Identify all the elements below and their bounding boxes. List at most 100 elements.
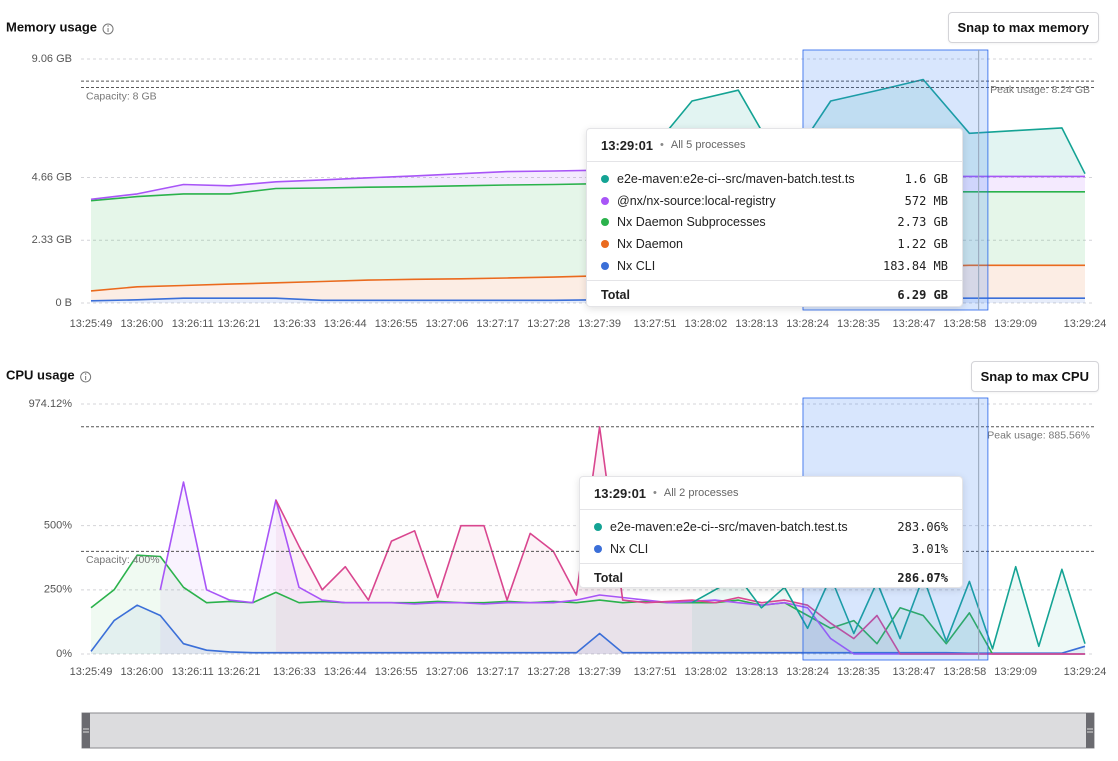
snap-button[interactable]: Snap to max memory <box>948 12 1100 43</box>
process-name: e2e-maven:e2e-ci--src/maven-batch.test.t… <box>617 172 855 186</box>
x-tick-label: 13:26:44 <box>324 666 367 678</box>
x-tick-label: 13:26:33 <box>273 666 316 678</box>
separator: • <box>660 139 664 151</box>
tooltip-subtitle: All 2 processes <box>664 487 739 499</box>
x-tick-label: 13:27:06 <box>426 318 469 330</box>
reference-label: Capacity: 400% <box>86 554 160 566</box>
info-icon-dot <box>107 25 108 26</box>
legend-dot <box>601 197 609 205</box>
tooltip-time: 13:29:01 <box>594 486 646 501</box>
tooltip: 13:29:01 • All 2 processes e2e-maven:e2e-ci… <box>579 476 963 588</box>
process-value: 3.01% <box>912 542 948 556</box>
process-value: 283.06% <box>897 520 948 534</box>
process-value: 1.6 GB <box>905 172 948 186</box>
total-label: Total <box>601 288 630 302</box>
x-tick-label: 13:28:35 <box>837 666 880 678</box>
snap-button[interactable]: Snap to max CPU <box>971 361 1099 392</box>
y-tick-label: 9.06 GB <box>32 53 72 65</box>
tooltip-header: 13:29:01 • All 5 processes <box>587 129 962 162</box>
legend-dot <box>601 218 609 226</box>
process-name: Nx CLI <box>610 542 648 556</box>
x-tick-label: 13:25:49 <box>70 666 113 678</box>
reference-label: Capacity: 8 GB <box>86 90 157 102</box>
y-tick-label: 500% <box>44 520 72 532</box>
scroller-handle[interactable] <box>82 713 90 748</box>
x-tick-label: 13:26:11 <box>172 318 214 330</box>
total-value: 6.29 GB <box>897 288 948 302</box>
range-scroller[interactable] <box>82 713 1094 748</box>
reference-label: Peak usage: 8.24 GB <box>990 84 1090 96</box>
tooltip-total: Total286.07% <box>580 563 962 592</box>
x-tick-label: 13:26:33 <box>273 318 316 330</box>
process-name: @nx/nx-source:local-registry <box>617 194 776 208</box>
x-tick-label: 13:27:39 <box>578 666 621 678</box>
tooltip-subtitle: All 5 processes <box>671 139 746 151</box>
process-name: Nx Daemon Subprocesses <box>617 215 766 229</box>
tooltip: 13:29:01 • All 5 processes e2e-maven:e2e-ci… <box>586 128 963 307</box>
x-tick-label: 13:29:09 <box>994 318 1037 330</box>
y-tick-label: 974.12% <box>29 398 73 410</box>
x-tick-label: 13:27:06 <box>426 666 469 678</box>
process-name: e2e-maven:e2e-ci--src/maven-batch.test.t… <box>610 520 848 534</box>
y-tick-label: 250% <box>44 584 72 596</box>
process-value: 572 MB <box>905 194 948 208</box>
process-value: 2.73 GB <box>897 215 948 229</box>
process-name: Nx Daemon <box>617 237 683 251</box>
separator: • <box>653 487 657 499</box>
tooltip-total: Total 6.29 GB <box>587 280 962 309</box>
tooltip-rows: e2e-maven:e2e-ci--src/maven-batch.test.t… <box>594 510 948 592</box>
x-tick-label: 13:25:49 <box>70 318 113 330</box>
y-tick-label: 4.66 GB <box>32 171 72 183</box>
x-tick-label: 13:27:17 <box>476 318 519 330</box>
legend-dot <box>601 262 609 270</box>
x-tick-label: 13:28:24 <box>786 318 829 330</box>
tooltip-row: e2e-maven:e2e-ci--src/maven-batch.test.t… <box>594 516 948 538</box>
x-tick-label: 13:29:24 <box>1064 318 1107 330</box>
x-tick-label: 13:26:55 <box>375 666 418 678</box>
chart-title: CPU usage <box>6 367 75 382</box>
y-tick-label: 0 B <box>55 297 72 309</box>
x-tick-label: 13:27:28 <box>527 318 570 330</box>
scroller-handle[interactable] <box>1086 713 1094 748</box>
process-value: 1.22 GB <box>897 237 948 251</box>
legend-dot <box>594 545 602 553</box>
legend-dot <box>601 175 609 183</box>
x-tick-label: 13:26:21 <box>218 318 261 330</box>
x-tick-label: 13:28:13 <box>735 318 778 330</box>
reference-label: Peak usage: 885.56% <box>987 430 1090 442</box>
x-tick-label: 13:28:13 <box>735 666 778 678</box>
legend-dot <box>594 523 602 531</box>
y-tick-label: 0% <box>56 648 72 660</box>
x-tick-label: 13:28:24 <box>786 666 829 678</box>
x-tick-label: 13:27:39 <box>578 318 621 330</box>
process-value: 183.84 MB <box>883 259 948 273</box>
tooltip-header: 13:29:01 • All 2 processes <box>580 477 962 510</box>
x-tick-label: 13:28:58 <box>943 318 986 330</box>
tooltip-row: e2e-maven:e2e-ci--src/maven-batch.test.t… <box>601 168 948 190</box>
x-tick-label: 13:26:00 <box>120 318 163 330</box>
tooltip-rows: e2e-maven:e2e-ci--src/maven-batch.test.t… <box>601 162 948 309</box>
tooltip-row: Nx Daemon 1.22 GB <box>601 233 948 255</box>
tooltip-row: @nx/nx-source:local-registry 572 MB <box>601 190 948 212</box>
tooltip-row: Nx CLI 183.84 MB <box>601 255 948 277</box>
process-name: Nx CLI <box>617 259 655 273</box>
x-tick-label: 13:26:44 <box>324 318 367 330</box>
x-tick-label: 13:27:17 <box>476 666 519 678</box>
x-tick-label: 13:27:51 <box>634 318 677 330</box>
tooltip-time: 13:29:01 <box>601 138 653 153</box>
x-tick-label: 13:28:35 <box>837 318 880 330</box>
x-tick-label: 13:27:28 <box>527 666 570 678</box>
x-tick-label: 13:28:58 <box>943 666 986 678</box>
x-tick-label: 13:26:21 <box>218 666 261 678</box>
x-tick-label: 13:28:47 <box>893 666 936 678</box>
x-tick-label: 13:26:11 <box>172 666 214 678</box>
x-tick-label: 13:28:02 <box>684 666 727 678</box>
legend-dot <box>601 240 609 248</box>
info-icon-dot <box>85 373 86 374</box>
total-value: 286.07% <box>897 571 948 585</box>
chart-title: Memory usage <box>6 19 97 34</box>
x-tick-label: 13:26:55 <box>375 318 418 330</box>
x-tick-label: 13:29:09 <box>994 666 1037 678</box>
